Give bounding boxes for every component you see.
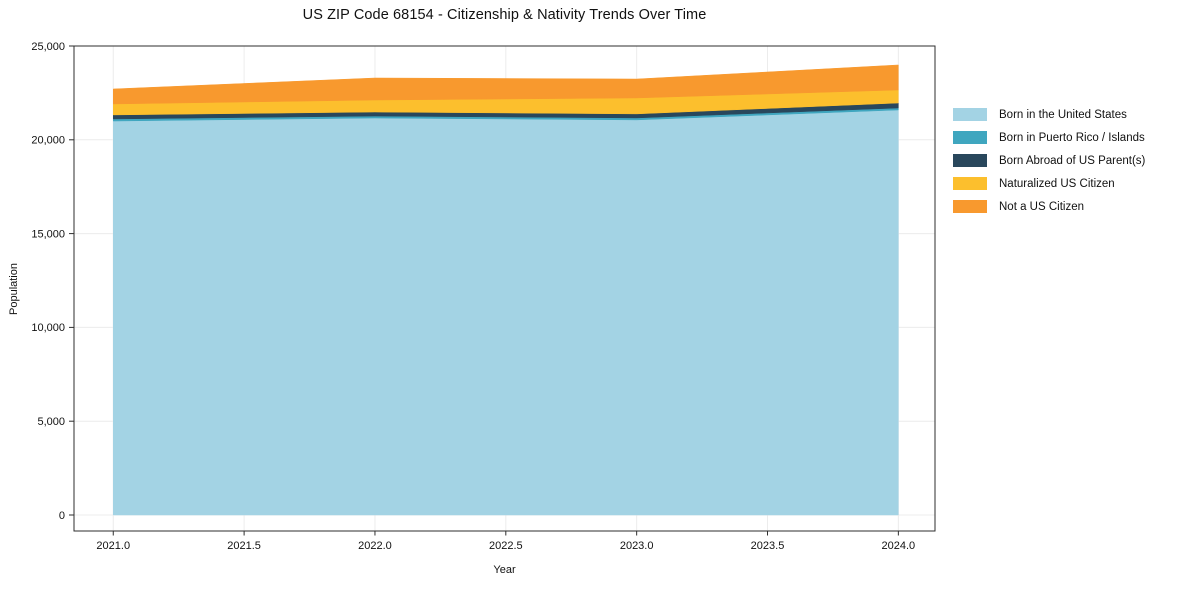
x-tick-label: 2024.0 [882,540,916,552]
legend: Born in the United States Born in Puerto… [953,108,1145,223]
legend-item-naturalized: Naturalized US Citizen [953,177,1145,190]
legend-label: Born Abroad of US Parent(s) [999,154,1146,167]
y-tick-label: 25,000 [31,41,65,53]
legend-swatch-born-in-us [953,108,987,121]
y-tick-label: 15,000 [31,228,65,240]
x-axis-label: Year [493,564,516,576]
legend-label: Not a US Citizen [999,200,1085,213]
x-tick-label: 2023.5 [751,540,785,552]
y-tick-label: 20,000 [31,135,65,147]
legend-item-born-in-us: Born in the United States [953,108,1145,121]
area-not-a-us-citizen [113,64,899,105]
legend-swatch-naturalized [953,177,987,190]
y-axis-label: Population [8,263,20,315]
legend-swatch-not-citizen [953,200,987,213]
x-tick-label: 2022.0 [358,540,392,552]
legend-label: Naturalized US Citizen [999,177,1115,190]
chart-title: US ZIP Code 68154 - Citizenship & Nativi… [302,7,707,23]
plot-border [73,45,936,532]
y-tick-label: 10,000 [31,322,65,334]
x-tick-label: 2022.5 [489,540,523,552]
legend-swatch-puerto-rico-islands [953,131,987,144]
legend-label: Born in the United States [999,108,1127,121]
legend-item-born-abroad: Born Abroad of US Parent(s) [953,154,1145,167]
y-tick-label: 0 [59,510,65,522]
legend-item-puerto-rico-islands: Born in Puerto Rico / Islands [953,131,1145,144]
legend-label: Born in Puerto Rico / Islands [999,131,1145,144]
x-tick-label: 2021.5 [227,540,261,552]
y-tick-label: 5,000 [37,416,65,428]
legend-item-not-citizen: Not a US Citizen [953,200,1145,213]
x-tick-label: 2021.0 [96,540,130,552]
area-born-in-the-united-states [113,109,899,516]
x-tick-label: 2023.0 [620,540,654,552]
legend-swatch-born-abroad [953,154,987,167]
